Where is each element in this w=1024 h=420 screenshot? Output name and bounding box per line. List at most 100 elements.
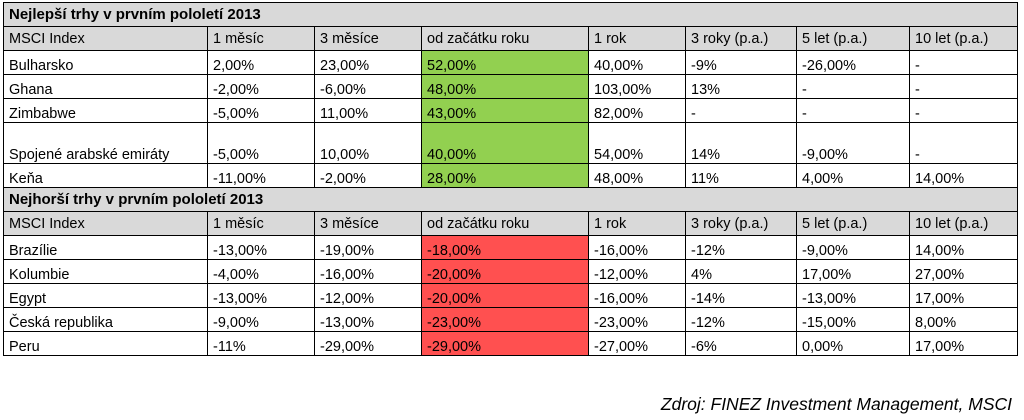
value-cell: 17,00%	[909, 331, 1018, 356]
country-cell: Česká republika	[3, 307, 208, 332]
value-cell: 8,00%	[909, 307, 1018, 332]
value-cell: -20,00%	[421, 283, 589, 308]
value-cell: -12%	[685, 235, 797, 260]
value-cell: -23,00%	[421, 307, 589, 332]
column-header: MSCI Index	[3, 211, 208, 236]
section-title-row: Nejhorší trhy v prvním pololetí 2013	[3, 187, 1018, 212]
value-cell: -6%	[685, 331, 797, 356]
table-row: Spojené arabské emiráty -5,00% 10,00% 40,00…	[3, 122, 1018, 164]
table-row: Keňa -11,00% -2,00% 28,00% 48,00% 11% 4,00% 14,…	[3, 163, 1018, 188]
value-cell: -9,00%	[207, 307, 315, 332]
value-cell: 52,00%	[421, 50, 589, 75]
value-cell: -18,00%	[421, 235, 589, 260]
value-cell: -20,00%	[421, 259, 589, 284]
source-caption: Zdroj: FINEZ Investment Management, MSCI	[660, 394, 1012, 414]
value-cell: -29,00%	[314, 331, 422, 356]
country-cell: Keňa	[3, 163, 208, 188]
column-header: MSCI Index	[3, 26, 208, 51]
column-header: 1 rok	[588, 211, 686, 236]
value-cell: 40,00%	[421, 122, 589, 164]
value-cell: -11%	[207, 331, 315, 356]
value-cell: -	[909, 50, 1018, 75]
value-cell: 11%	[685, 163, 797, 188]
value-cell: -12,00%	[588, 259, 686, 284]
value-cell: -12%	[685, 307, 797, 332]
column-header: 10 let (p.a.)	[909, 26, 1018, 51]
value-cell: 14,00%	[909, 163, 1018, 188]
value-cell: -16,00%	[314, 259, 422, 284]
column-header: 3 měsíce	[314, 211, 422, 236]
value-cell: -5,00%	[207, 122, 315, 164]
value-cell: -13,00%	[314, 307, 422, 332]
country-cell: Egypt	[3, 283, 208, 308]
value-cell: -15,00%	[796, 307, 910, 332]
value-cell: 23,00%	[314, 50, 422, 75]
country-cell: Spojené arabské emiráty	[3, 122, 208, 164]
value-cell: -	[909, 122, 1018, 164]
value-cell: 54,00%	[588, 122, 686, 164]
country-cell: Ghana	[3, 74, 208, 99]
value-cell: -16,00%	[588, 283, 686, 308]
table-row: Egypt -13,00% -12,00% -20,00% -16,00% -14% -13…	[3, 283, 1018, 308]
value-cell: -2,00%	[314, 163, 422, 188]
table-row: Ghana -2,00% -6,00% 48,00% 103,00% 13% - -	[3, 74, 1018, 99]
value-cell: -	[909, 98, 1018, 123]
column-header: 3 roky (p.a.)	[685, 26, 797, 51]
country-cell: Brazílie	[3, 235, 208, 260]
column-header: 1 měsíc	[207, 26, 315, 51]
value-cell: -23,00%	[588, 307, 686, 332]
value-cell: -5,00%	[207, 98, 315, 123]
column-header: 3 roky (p.a.)	[685, 211, 797, 236]
country-cell: Zimbabwe	[3, 98, 208, 123]
column-header: 5 let (p.a.)	[796, 26, 910, 51]
value-cell: -	[685, 98, 797, 123]
column-header: od začátku roku	[421, 211, 589, 236]
value-cell: -9%	[685, 50, 797, 75]
table-row: Bulharsko 2,00% 23,00% 52,00% 40,00% -9% -26,0…	[3, 50, 1018, 75]
column-header: 3 měsíce	[314, 26, 422, 51]
column-header: 1 měsíc	[207, 211, 315, 236]
value-cell: -13,00%	[207, 283, 315, 308]
value-cell: -29,00%	[421, 331, 589, 356]
value-cell: -14%	[685, 283, 797, 308]
header-row: MSCI Index 1 měsíc 3 měsíce od začátku roku…	[3, 26, 1018, 51]
value-cell: -19,00%	[314, 235, 422, 260]
section-title: Nejhorší trhy v prvním pololetí 2013	[3, 187, 1018, 212]
value-cell: 0,00%	[796, 331, 910, 356]
value-cell: -4,00%	[207, 259, 315, 284]
value-cell: 48,00%	[588, 163, 686, 188]
column-header: od začátku roku	[421, 26, 589, 51]
value-cell: 14%	[685, 122, 797, 164]
value-cell: -16,00%	[588, 235, 686, 260]
value-cell: 17,00%	[796, 259, 910, 284]
value-cell: 27,00%	[909, 259, 1018, 284]
section-title-row: Nejlepší trhy v prvním pololetí 2013	[3, 2, 1018, 27]
value-cell: -26,00%	[796, 50, 910, 75]
value-cell: -13,00%	[207, 235, 315, 260]
value-cell: -6,00%	[314, 74, 422, 99]
value-cell: -13,00%	[796, 283, 910, 308]
value-cell: 28,00%	[421, 163, 589, 188]
value-cell: -9,00%	[796, 235, 910, 260]
value-cell: 4%	[685, 259, 797, 284]
value-cell: -	[909, 74, 1018, 99]
value-cell: -2,00%	[207, 74, 315, 99]
value-cell: -	[796, 98, 910, 123]
header-row: MSCI Index 1 měsíc 3 měsíce od začátku roku…	[3, 211, 1018, 236]
value-cell: -27,00%	[588, 331, 686, 356]
value-cell: 11,00%	[314, 98, 422, 123]
value-cell: -	[796, 74, 910, 99]
value-cell: 43,00%	[421, 98, 589, 123]
table-row: Zimbabwe -5,00% 11,00% 43,00% 82,00% - - -	[3, 98, 1018, 123]
country-cell: Kolumbie	[3, 259, 208, 284]
value-cell: 17,00%	[909, 283, 1018, 308]
value-cell: 40,00%	[588, 50, 686, 75]
value-cell: 2,00%	[207, 50, 315, 75]
column-header: 10 let (p.a.)	[909, 211, 1018, 236]
section-title: Nejlepší trhy v prvním pololetí 2013	[3, 2, 1018, 27]
table-row: Peru -11% -29,00% -29,00% -27,00% -6% 0,00% 17,…	[3, 331, 1018, 356]
column-header: 5 let (p.a.)	[796, 211, 910, 236]
table-row: Kolumbie -4,00% -16,00% -20,00% -12,00% 4% 17,…	[3, 259, 1018, 284]
column-header: 1 rok	[588, 26, 686, 51]
country-cell: Bulharsko	[3, 50, 208, 75]
